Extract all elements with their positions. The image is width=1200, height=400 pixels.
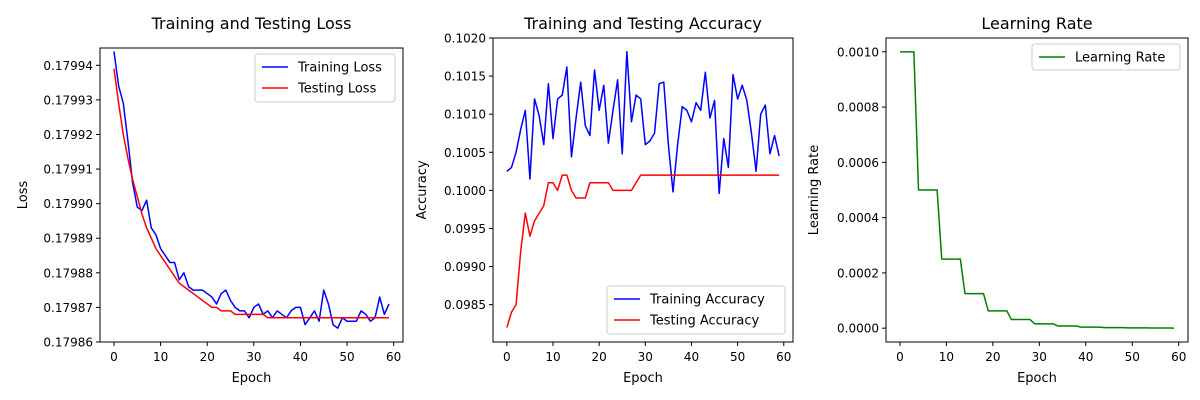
loss-x-axis-label: Epoch bbox=[232, 371, 272, 386]
learning-rate-chart-title: Learning Rate bbox=[981, 14, 1092, 33]
accuracy-y-tick-label: 0.1020 bbox=[444, 32, 486, 46]
accuracy-x-tick-label: 50 bbox=[730, 350, 745, 364]
loss-y-tick-label: 0.17989 bbox=[43, 232, 93, 246]
learning-rate-legend-box bbox=[1031, 43, 1181, 71]
loss-series-lines bbox=[113, 51, 390, 329]
learning-rate-line bbox=[899, 51, 1175, 329]
loss-y-ticks: 0.17986 0.17987 0.17988 0.17989 0.17990 0.179… bbox=[43, 59, 100, 350]
learning-rate-y-ticks: 0.0000 0.0002 0.0004 0.0006 0.0008 0.0010 bbox=[837, 45, 886, 336]
accuracy-y-tick-label: 0.0995 bbox=[444, 222, 486, 236]
learning-rate-x-tick-label: 20 bbox=[985, 350, 1000, 364]
loss-x-tick-label: 0 bbox=[110, 350, 118, 364]
learning-rate-y-tick-label: 0.0006 bbox=[837, 156, 879, 170]
accuracy-y-tick-label: 0.1005 bbox=[444, 146, 486, 160]
loss-chart-title: Training and Testing Loss bbox=[151, 14, 352, 33]
loss-y-tick-label: 0.17986 bbox=[43, 336, 93, 350]
loss-legend-box bbox=[254, 53, 396, 103]
accuracy-x-tick-label: 20 bbox=[592, 350, 607, 364]
accuracy-y-tick-label: 0.0990 bbox=[444, 260, 486, 274]
training-accuracy-legend-label: Training Accuracy bbox=[649, 293, 765, 308]
accuracy-y-axis-label: Accuracy bbox=[415, 160, 430, 220]
accuracy-plot-frame bbox=[492, 37, 794, 343]
learning-rate-legend-label: Learning Rate bbox=[1075, 51, 1165, 66]
learning-rate-x-ticks: 0 10 20 30 40 50 60 bbox=[896, 342, 1186, 364]
loss-y-tick-label: 0.17990 bbox=[43, 197, 93, 211]
learning-rate-chart: Learning Rate 0 10 20 30 40 50 60 0.0000 0.0002… bbox=[807, 14, 1189, 386]
learning-rate-y-tick-label: 0.0010 bbox=[837, 45, 879, 59]
learning-rate-x-tick-label: 50 bbox=[1125, 350, 1140, 364]
loss-x-tick-label: 20 bbox=[200, 350, 215, 364]
loss-x-tick-label: 10 bbox=[153, 350, 168, 364]
testing-accuracy-line bbox=[506, 174, 780, 328]
testing-loss-line bbox=[113, 68, 390, 319]
learning-rate-plot-frame bbox=[885, 37, 1189, 343]
loss-y-axis-label: Loss bbox=[16, 181, 31, 210]
loss-x-tick-label: 40 bbox=[293, 350, 308, 364]
testing-loss-legend-label: Testing Loss bbox=[297, 82, 377, 97]
accuracy-y-tick-label: 0.1010 bbox=[444, 108, 486, 122]
learning-rate-y-tick-label: 0.0004 bbox=[837, 211, 879, 225]
accuracy-legend-box bbox=[606, 285, 786, 335]
learning-rate-x-tick-label: 40 bbox=[1078, 350, 1093, 364]
loss-y-tick-label: 0.17994 bbox=[43, 59, 93, 73]
learning-rate-y-tick-label: 0.0002 bbox=[837, 266, 879, 280]
accuracy-series-lines bbox=[506, 50, 780, 328]
loss-x-ticks: 0 10 20 30 40 50 60 bbox=[110, 342, 401, 364]
loss-chart: Training and Testing Loss 0 10 20 30 40 50 60 … bbox=[16, 14, 404, 386]
learning-rate-x-axis-label: Epoch bbox=[1017, 371, 1057, 386]
learning-rate-series-lines bbox=[899, 51, 1175, 329]
loss-plot-frame bbox=[99, 47, 404, 343]
loss-y-tick-label: 0.17993 bbox=[43, 93, 93, 107]
loss-x-tick-label: 60 bbox=[386, 350, 401, 364]
accuracy-y-tick-label: 0.1015 bbox=[444, 70, 486, 84]
loss-legend: Training Loss Testing Loss bbox=[254, 53, 396, 103]
learning-rate-y-tick-label: 0.0000 bbox=[837, 322, 879, 336]
accuracy-x-tick-label: 40 bbox=[684, 350, 699, 364]
accuracy-chart: Training and Testing Accuracy 0 10 20 30 40 5… bbox=[415, 14, 794, 386]
learning-rate-x-tick-label: 0 bbox=[896, 350, 904, 364]
accuracy-x-tick-label: 60 bbox=[776, 350, 791, 364]
loss-x-tick-label: 50 bbox=[339, 350, 354, 364]
learning-rate-x-tick-label: 60 bbox=[1171, 350, 1186, 364]
loss-y-tick-label: 0.17992 bbox=[43, 128, 93, 142]
loss-y-tick-label: 0.17988 bbox=[43, 266, 93, 280]
accuracy-x-tick-label: 10 bbox=[545, 350, 560, 364]
accuracy-x-ticks: 0 10 20 30 40 50 60 bbox=[503, 342, 791, 364]
loss-y-tick-label: 0.17991 bbox=[43, 163, 93, 177]
accuracy-x-axis-label: Epoch bbox=[623, 371, 663, 386]
accuracy-legend: Training Accuracy Testing Accuracy bbox=[606, 285, 786, 335]
learning-rate-legend: Learning Rate bbox=[1031, 43, 1181, 71]
learning-rate-y-axis-label: Learning Rate bbox=[807, 145, 822, 235]
learning-rate-x-tick-label: 10 bbox=[939, 350, 954, 364]
accuracy-x-tick-label: 0 bbox=[503, 350, 511, 364]
learning-rate-y-tick-label: 0.0008 bbox=[837, 101, 879, 115]
training-accuracy-line bbox=[506, 50, 780, 195]
learning-rate-x-tick-label: 30 bbox=[1032, 350, 1047, 364]
accuracy-x-tick-label: 30 bbox=[638, 350, 653, 364]
accuracy-y-ticks: 0.0985 0.0990 0.0995 0.1000 0.1005 0.1010 0.10… bbox=[444, 32, 493, 312]
training-loss-legend-label: Training Loss bbox=[297, 61, 382, 76]
accuracy-y-tick-label: 0.1000 bbox=[444, 184, 486, 198]
accuracy-y-tick-label: 0.0985 bbox=[444, 298, 486, 312]
accuracy-chart-title: Training and Testing Accuracy bbox=[523, 14, 762, 33]
loss-x-tick-label: 30 bbox=[246, 350, 261, 364]
testing-accuracy-legend-label: Testing Accuracy bbox=[649, 314, 759, 329]
loss-y-tick-label: 0.17987 bbox=[43, 301, 93, 315]
